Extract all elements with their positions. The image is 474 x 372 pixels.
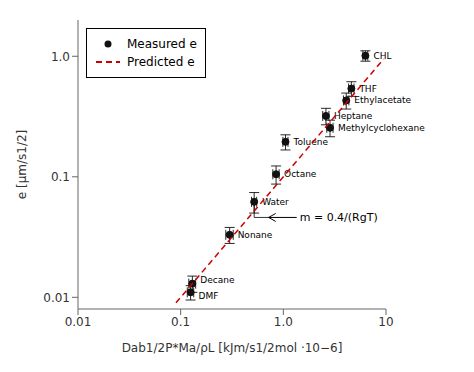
svg-text:0.1: 0.1 <box>171 315 190 329</box>
svg-text:Water: Water <box>262 197 289 207</box>
svg-text:1.0: 1.0 <box>51 50 70 64</box>
svg-text:Toluene: Toluene <box>293 137 329 147</box>
svg-text:Heptane: Heptane <box>334 111 373 121</box>
svg-text:m = 0.4/(RgT): m = 0.4/(RgT) <box>300 211 378 224</box>
svg-text:Dab1/2P*Ma/ρL [kJm/s1/2mol ·10: Dab1/2P*Ma/ρL [kJm/s1/2mol ·10−6] <box>122 341 343 355</box>
svg-text:10: 10 <box>378 315 393 329</box>
svg-text:1.0: 1.0 <box>274 315 293 329</box>
svg-text:Octane: Octane <box>284 169 317 180</box>
html-text:Predicted e: Predicted e <box>127 55 195 69</box>
svg-text:e [μm/s1/2]: e [μm/s1/2] <box>15 130 29 200</box>
svg-text:CHL: CHL <box>373 51 391 61</box>
svg-text:Ethylacetate: Ethylacetate <box>354 95 411 105</box>
svg-text:DMF: DMF <box>199 291 219 301</box>
svg-text:Nonane: Nonane <box>238 230 273 240</box>
svg-text:Methylcyclohexane: Methylcyclohexane <box>338 123 425 133</box>
html-text:Measured e: Measured e <box>127 37 197 51</box>
svg-text:0.1: 0.1 <box>51 170 70 184</box>
svg-text:Decane: Decane <box>200 275 235 285</box>
svg-text:0.01: 0.01 <box>65 315 92 329</box>
svg-text:THF: THF <box>359 83 377 94</box>
svg-text:0.01: 0.01 <box>43 291 70 305</box>
